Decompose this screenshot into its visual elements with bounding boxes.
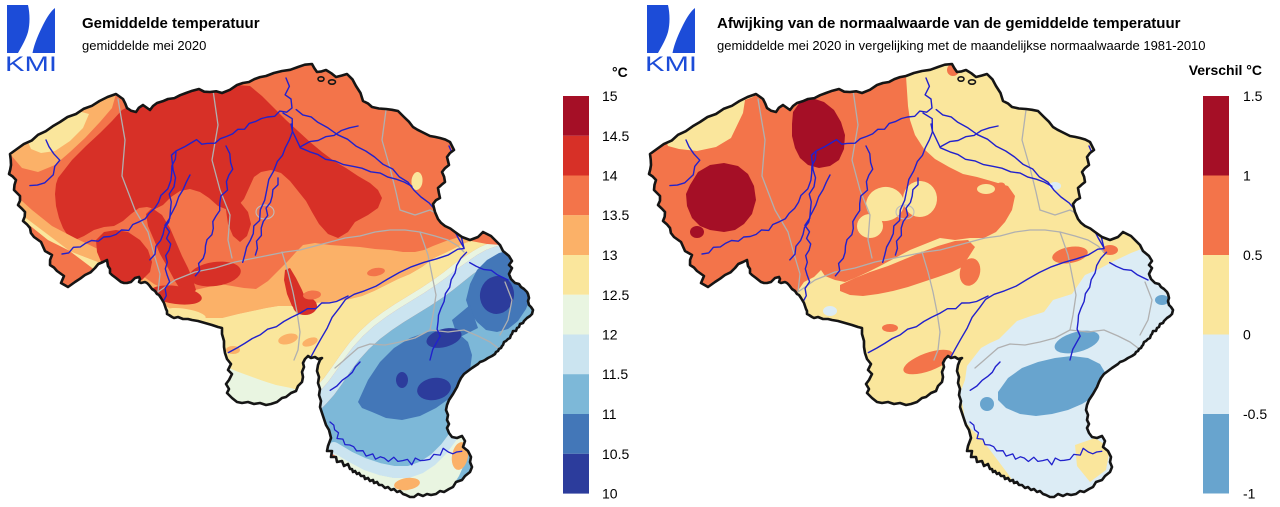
svg-text:0: 0	[1243, 327, 1251, 343]
svg-text:11.5: 11.5	[602, 366, 628, 382]
svg-text:15: 15	[602, 88, 618, 104]
svg-text:1.5: 1.5	[1243, 88, 1263, 104]
svg-text:12: 12	[602, 327, 618, 343]
svg-text:-0.5: -0.5	[1243, 406, 1267, 422]
svg-text:14: 14	[602, 168, 618, 184]
svg-text:1: 1	[1243, 168, 1251, 184]
svg-text:11: 11	[602, 406, 617, 422]
svg-text:KMI: KMI	[645, 53, 697, 76]
svg-text:10.5: 10.5	[602, 446, 629, 462]
svg-text:0.5: 0.5	[1243, 247, 1263, 263]
svg-text:10: 10	[602, 486, 618, 502]
svg-text:13: 13	[602, 247, 618, 263]
svg-text:-1: -1	[1243, 486, 1256, 502]
svg-text:Verschil °C: Verschil °C	[1189, 62, 1262, 78]
svg-text:14.5: 14.5	[602, 128, 629, 144]
svg-text:13.5: 13.5	[602, 207, 629, 223]
svg-text:12.5: 12.5	[602, 287, 629, 303]
svg-text:KMI: KMI	[5, 53, 57, 76]
svg-text:°C: °C	[612, 64, 628, 80]
